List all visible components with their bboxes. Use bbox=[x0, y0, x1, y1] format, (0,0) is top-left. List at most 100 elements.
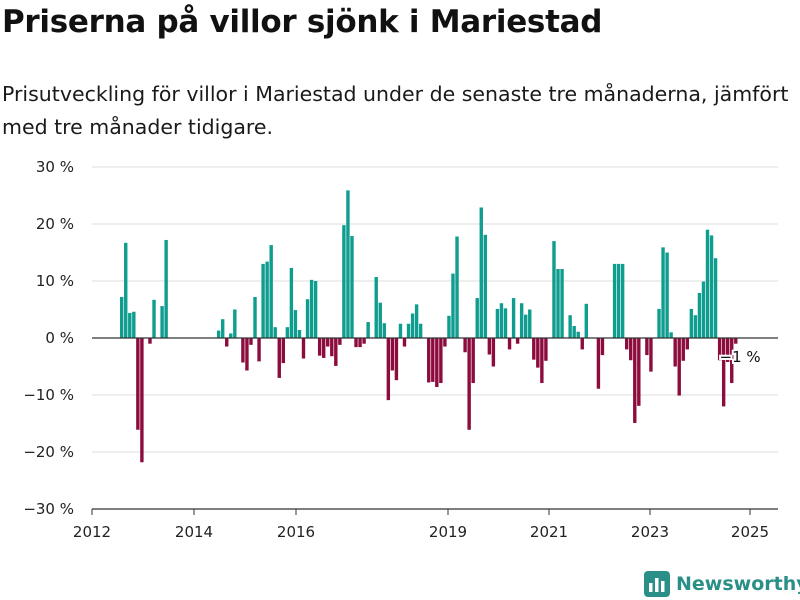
y-tick-label: 10 % bbox=[36, 272, 74, 290]
bar bbox=[281, 338, 285, 364]
bar bbox=[245, 338, 249, 371]
newsworthy-logo: Newsworthy bbox=[644, 569, 800, 599]
bar bbox=[136, 338, 140, 430]
bar bbox=[435, 338, 439, 388]
bar bbox=[160, 306, 164, 338]
x-tick-label: 2012 bbox=[73, 523, 111, 541]
bar bbox=[253, 296, 257, 338]
bar bbox=[734, 338, 738, 344]
bar bbox=[528, 309, 532, 338]
bar bbox=[524, 314, 528, 338]
bar bbox=[152, 299, 156, 338]
bar bbox=[140, 338, 144, 463]
bar bbox=[394, 338, 399, 381]
y-tick-label: 0 % bbox=[45, 329, 74, 347]
bar bbox=[483, 234, 487, 338]
bar bbox=[350, 235, 354, 338]
bar bbox=[451, 273, 455, 338]
bar bbox=[330, 338, 334, 357]
x-tick-label: 2025 bbox=[731, 523, 769, 541]
bar bbox=[705, 229, 710, 338]
bar bbox=[633, 338, 637, 423]
bar bbox=[225, 338, 229, 347]
bar bbox=[487, 338, 492, 355]
bar bbox=[277, 338, 281, 378]
bar bbox=[661, 247, 665, 338]
bar bbox=[132, 311, 136, 338]
bar bbox=[443, 338, 447, 347]
bar bbox=[326, 338, 330, 347]
bar bbox=[342, 225, 346, 338]
bar bbox=[580, 338, 584, 350]
bar bbox=[309, 279, 314, 338]
bar bbox=[358, 338, 362, 348]
bar bbox=[346, 190, 350, 338]
bar bbox=[305, 299, 310, 338]
bar bbox=[560, 269, 564, 338]
bar bbox=[536, 338, 540, 368]
bar bbox=[499, 303, 504, 338]
bar bbox=[427, 338, 431, 383]
bar bbox=[540, 338, 544, 384]
bar bbox=[455, 236, 459, 338]
bar bbox=[229, 333, 233, 338]
chart-title: Priserna på villor sjönk i Mariestad bbox=[2, 4, 603, 40]
bar bbox=[293, 310, 298, 338]
bar bbox=[338, 338, 342, 345]
bar bbox=[596, 338, 601, 389]
bar bbox=[701, 281, 706, 338]
bar bbox=[285, 327, 290, 338]
bar bbox=[128, 312, 132, 338]
latest-value-annotation: −1 % bbox=[720, 348, 761, 366]
bar bbox=[269, 245, 273, 338]
chart-subtitle: Prisutveckling för villor i Mariestad un… bbox=[2, 82, 789, 139]
bar bbox=[717, 338, 722, 361]
bar bbox=[515, 338, 520, 344]
bar bbox=[467, 338, 471, 430]
bar bbox=[572, 326, 576, 338]
bar bbox=[616, 263, 621, 338]
bar bbox=[637, 338, 641, 406]
bar bbox=[629, 338, 633, 361]
bar bbox=[709, 235, 714, 338]
bar bbox=[600, 338, 605, 356]
bar bbox=[398, 323, 403, 338]
y-tick-label: −20 % bbox=[23, 443, 74, 461]
bar bbox=[366, 322, 370, 338]
x-tick-label: 2014 bbox=[175, 523, 213, 541]
bar bbox=[721, 338, 726, 407]
bar bbox=[334, 338, 338, 366]
bar bbox=[681, 338, 685, 361]
bar bbox=[677, 338, 681, 396]
bar bbox=[431, 338, 435, 382]
bar bbox=[301, 338, 306, 359]
y-tick-label: −30 % bbox=[23, 500, 74, 518]
bar bbox=[120, 296, 124, 338]
bar bbox=[685, 338, 689, 350]
y-tick-label: 30 % bbox=[36, 158, 74, 176]
bar bbox=[495, 308, 500, 338]
y-tick-label: 20 % bbox=[36, 215, 74, 233]
bar bbox=[406, 323, 411, 338]
bar bbox=[382, 323, 386, 338]
bar bbox=[354, 338, 358, 348]
bar bbox=[612, 263, 617, 338]
bar bbox=[233, 309, 237, 338]
bar bbox=[568, 315, 572, 338]
bar bbox=[471, 338, 475, 384]
bar bbox=[249, 338, 253, 345]
bar bbox=[402, 338, 407, 347]
bar bbox=[378, 302, 382, 338]
bar bbox=[689, 308, 694, 338]
bar bbox=[532, 338, 536, 360]
bar bbox=[507, 338, 512, 350]
x-tick-label: 2016 bbox=[277, 523, 315, 541]
bar bbox=[726, 338, 730, 362]
bar bbox=[697, 292, 702, 338]
bar bbox=[297, 330, 302, 338]
bar bbox=[410, 313, 415, 338]
bar bbox=[552, 241, 556, 338]
bar bbox=[390, 338, 395, 371]
bar bbox=[374, 277, 378, 338]
